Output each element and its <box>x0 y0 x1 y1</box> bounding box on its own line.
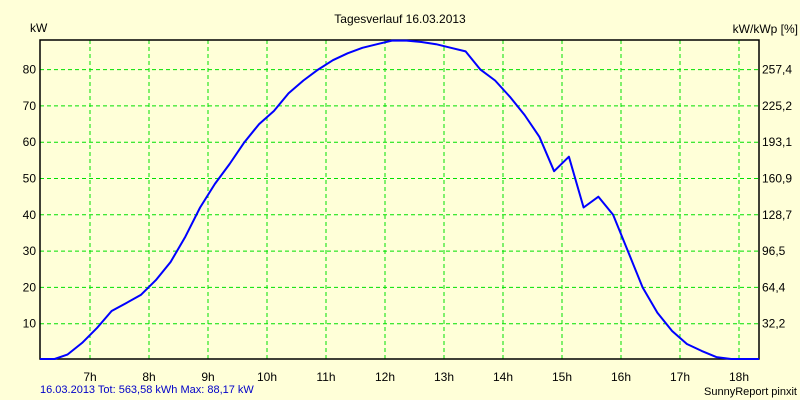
y-axis-left-label: kW <box>30 21 48 35</box>
y-tick-label-left: 20 <box>23 280 37 294</box>
chart-title: Tagesverlauf 16.03.2013 <box>334 12 466 26</box>
y-tick-label-right: 257,4 <box>762 63 792 77</box>
y-tick-label-right: 160,9 <box>762 172 792 186</box>
x-tick-label: 18h <box>729 370 749 384</box>
daily-summary: 16.03.2013 Tot: 563,58 kWh Max: 88,17 kW <box>40 384 254 396</box>
y-tick-label-left: 80 <box>23 63 37 77</box>
y-tick-label-right: 193,1 <box>762 135 792 149</box>
x-tick-label: 11h <box>316 370 335 384</box>
y-axis-right-ticks: 32,2 64,4 96,5 128,7 160,9 193,1 225,2 257,4 <box>762 63 792 331</box>
x-tick-label: 14h <box>493 370 513 384</box>
y-tick-label-left: 40 <box>23 208 37 222</box>
x-tick-label: 16h <box>611 370 631 384</box>
x-axis-ticks: 7h 8h 9h 10h 11h 12h 13h 14h 15h 16h 17h 18h <box>83 370 749 384</box>
x-tick-label: 9h <box>201 370 214 384</box>
x-tick-label: 17h <box>670 370 690 384</box>
plot-frame <box>39 39 760 360</box>
y-tick-label-right: 225,2 <box>762 99 792 113</box>
y-tick-label-left: 30 <box>23 244 37 258</box>
x-tick-label: 10h <box>257 370 277 384</box>
y-tick-label-left: 10 <box>23 317 37 331</box>
x-tick-label: 15h <box>552 370 572 384</box>
y-tick-label-right: 32,2 <box>762 317 786 331</box>
x-tick-label: 13h <box>434 370 454 384</box>
power-series-line <box>40 39 759 360</box>
grid-lines <box>40 40 759 359</box>
x-tick-label: 12h <box>375 370 395 384</box>
y-tick-label-right: 96,5 <box>762 244 786 258</box>
x-tick-label: 8h <box>142 370 155 384</box>
x-tick-label: 7h <box>83 370 96 384</box>
y-tick-label-right: 64,4 <box>762 280 786 294</box>
brand-label: SunnyReport pinxit <box>704 386 797 398</box>
y-tick-label-left: 60 <box>23 135 37 149</box>
y-axis-left-ticks: 10 20 30 40 50 60 70 80 <box>23 63 37 331</box>
y-axis-right-label: kW/kWp [%] <box>732 22 798 36</box>
y-tick-label-left: 50 <box>23 172 37 186</box>
y-tick-label-left: 70 <box>23 99 37 113</box>
y-tick-label-right: 128,7 <box>762 208 792 222</box>
